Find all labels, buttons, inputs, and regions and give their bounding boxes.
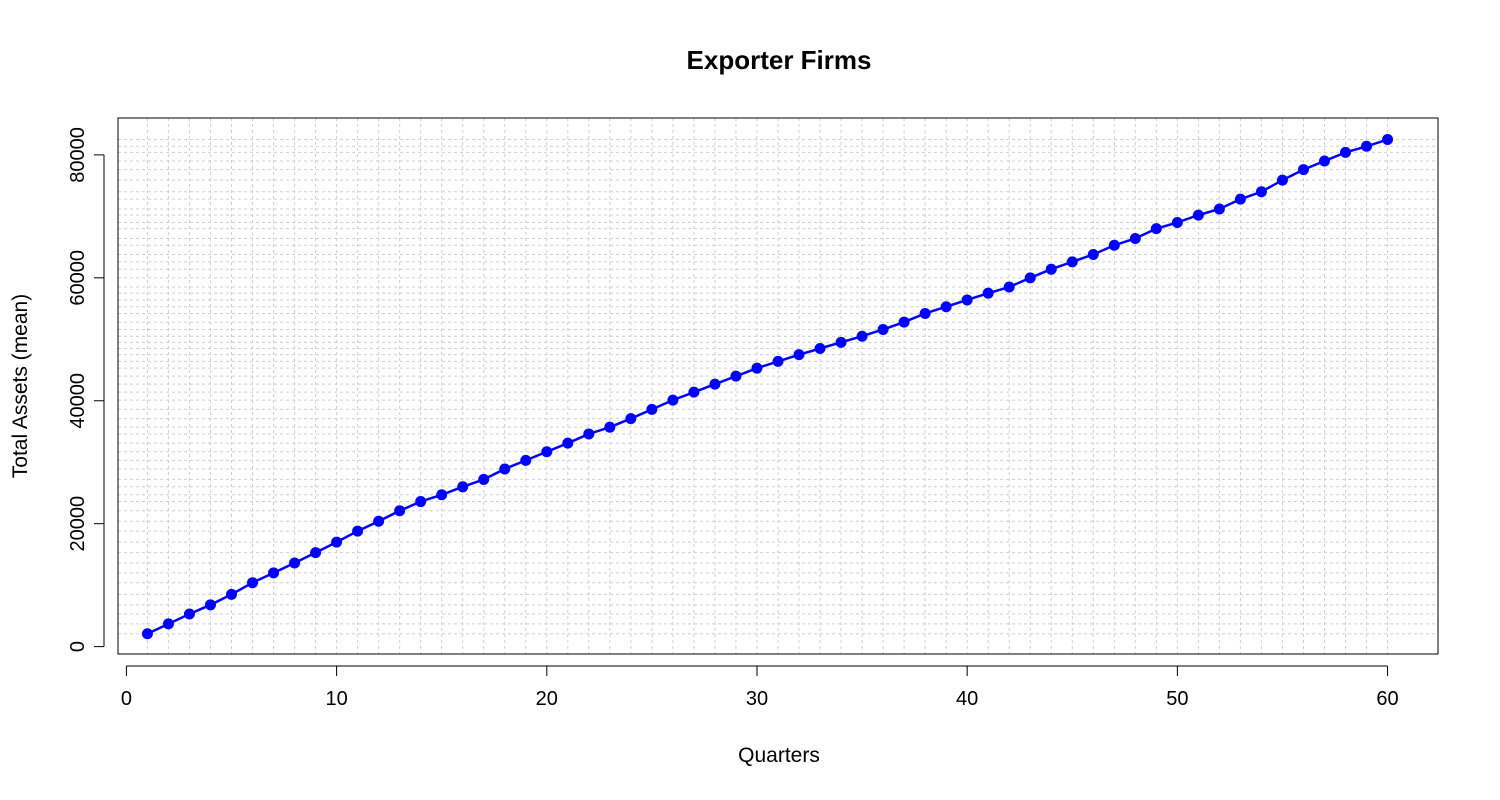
data-point — [1234, 193, 1246, 205]
data-point — [457, 481, 469, 493]
data-point — [478, 473, 490, 485]
data-point — [751, 362, 763, 374]
data-point — [268, 567, 280, 579]
data-point — [1192, 209, 1204, 221]
data-point — [961, 294, 973, 306]
data-point — [667, 394, 679, 406]
y-axis-label: Total Assets (mean) — [9, 294, 32, 478]
data-point — [919, 307, 931, 319]
data-point — [436, 489, 448, 501]
data-point — [583, 428, 595, 440]
y-axis: 0 20000 40000 60000 80000 — [67, 127, 105, 652]
data-point — [1045, 263, 1057, 275]
data-point — [625, 413, 637, 425]
data-point — [856, 330, 868, 342]
data-point — [709, 378, 721, 390]
data-point — [877, 323, 889, 335]
data-point — [331, 536, 343, 548]
data-point — [394, 505, 406, 517]
data-point — [541, 446, 553, 458]
data-point — [604, 421, 616, 433]
data-point — [289, 557, 301, 569]
data-point — [1024, 272, 1036, 284]
y-tick-label: 0 — [67, 641, 89, 652]
data-point — [226, 588, 238, 600]
data-point — [520, 454, 532, 466]
data-point — [415, 496, 427, 508]
x-tick-label: 40 — [956, 688, 978, 710]
x-axis-label: Quarters — [738, 744, 820, 767]
data-point — [1066, 256, 1078, 268]
data-point — [1318, 155, 1330, 167]
chart-title: Exporter Firms — [687, 45, 872, 75]
data-point — [1150, 223, 1162, 235]
data-point — [1276, 174, 1288, 186]
data-point — [1108, 239, 1120, 251]
data-point — [204, 599, 216, 611]
y-tick-label: 60000 — [67, 250, 89, 306]
data-point — [1213, 203, 1225, 215]
data-point — [688, 386, 700, 398]
data-point — [310, 547, 322, 559]
data-point — [730, 370, 742, 382]
data-point — [1003, 281, 1015, 293]
data-point — [835, 336, 847, 348]
data-point — [352, 525, 364, 537]
data-point — [814, 343, 826, 355]
data-point — [1129, 232, 1141, 244]
data-point — [1171, 216, 1183, 228]
plot-frame — [117, 117, 1439, 655]
data-point — [772, 355, 784, 367]
data-point — [247, 577, 259, 589]
x-tick-label: 20 — [536, 688, 558, 710]
series — [141, 134, 1394, 640]
x-tick-label: 30 — [746, 688, 768, 710]
x-axis: 0 10 20 30 40 50 60 — [121, 665, 1399, 710]
y-tick-label: 80000 — [67, 127, 89, 183]
grid — [118, 118, 1438, 654]
data-point — [499, 463, 511, 475]
data-point — [1340, 146, 1352, 158]
data-point — [646, 403, 658, 415]
data-point — [1255, 186, 1267, 198]
data-point — [1382, 134, 1394, 146]
data-point — [141, 628, 153, 640]
data-point — [1087, 248, 1099, 260]
data-point — [793, 349, 805, 361]
data-point — [562, 437, 574, 449]
x-tick-label: 60 — [1376, 688, 1398, 710]
x-tick-label: 10 — [325, 688, 347, 710]
data-point — [982, 287, 994, 299]
data-point — [1297, 164, 1309, 176]
x-tick-label: 0 — [121, 688, 132, 710]
data-point — [373, 515, 385, 527]
y-tick-label: 20000 — [67, 496, 89, 552]
data-point — [898, 316, 910, 328]
data-point — [183, 608, 195, 620]
data-point — [162, 618, 174, 630]
y-tick-label: 40000 — [67, 373, 89, 429]
data-point — [940, 301, 952, 313]
x-tick-label: 50 — [1166, 688, 1188, 710]
data-point — [1361, 140, 1373, 152]
